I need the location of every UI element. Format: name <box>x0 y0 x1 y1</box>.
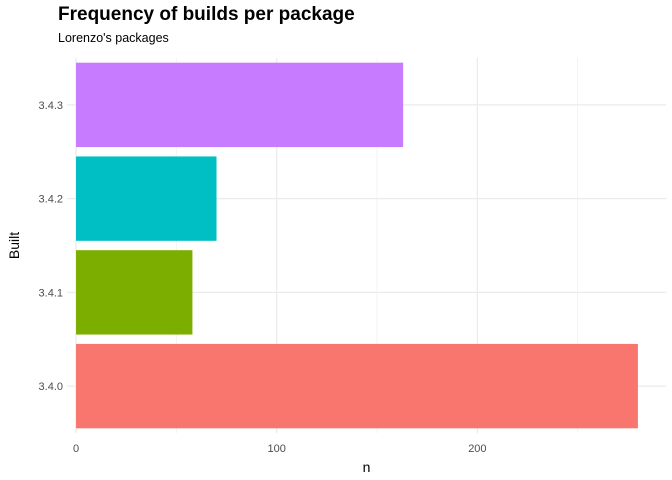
x-tick-label: 0 <box>73 443 79 455</box>
bar-3-4-3 <box>76 62 404 148</box>
chart-subtitle: Lorenzo's packages <box>58 31 169 45</box>
x-tick-label: 200 <box>468 443 486 455</box>
y-tick-label: 3.4.1 <box>39 287 63 299</box>
x-tick-label: 100 <box>268 443 286 455</box>
y-tick-label: 3.4.3 <box>39 100 63 112</box>
bar-3-4-1 <box>76 250 193 335</box>
chart-title: Frequency of builds per package <box>58 4 355 25</box>
y-axis-title: Built <box>6 232 22 259</box>
y-tick-label: 3.4.2 <box>39 194 63 206</box>
y-tick-label: 3.4.0 <box>39 381 63 393</box>
bar-3-4-0 <box>76 343 638 429</box>
bar-3-4-2 <box>76 156 217 241</box>
x-axis-title: n <box>363 459 371 475</box>
